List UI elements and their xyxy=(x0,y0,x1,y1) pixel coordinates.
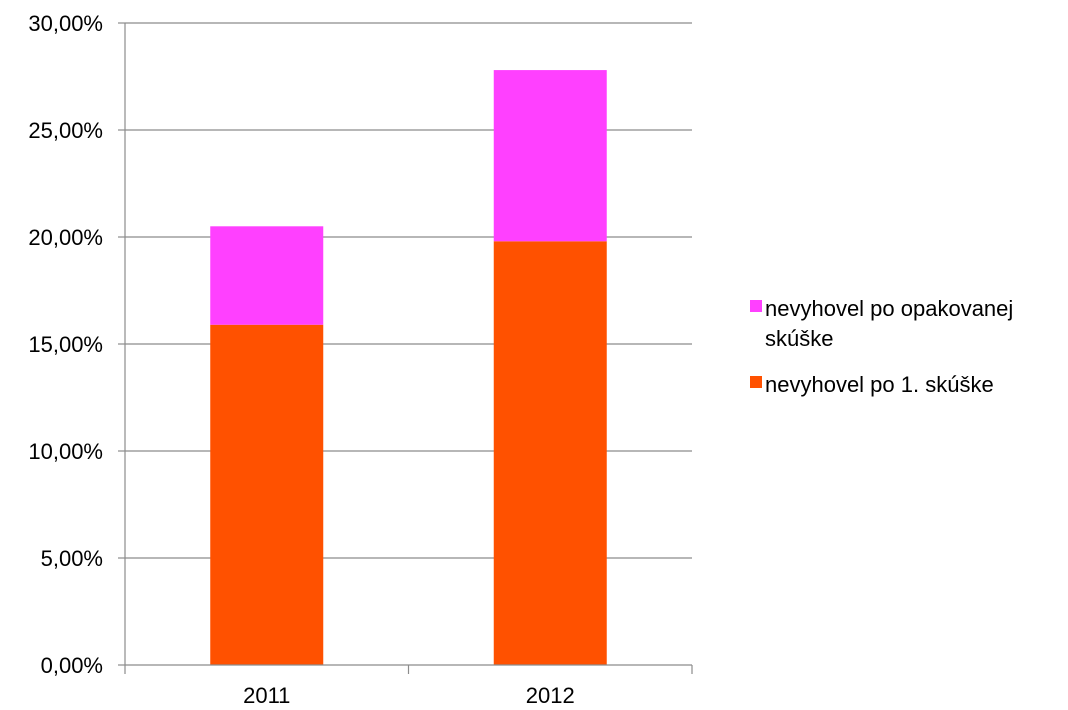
y-tick-label: 10,00% xyxy=(28,439,103,464)
legend-entry: nevyhovel po opakovanej skúške xyxy=(750,296,1013,351)
bar-segment-2012-series-1 xyxy=(493,241,607,665)
y-tick-label: 20,00% xyxy=(28,225,103,250)
legend-entry: nevyhovel po 1. skúške xyxy=(750,372,994,397)
bar-segment-2012-series-2 xyxy=(493,70,607,242)
legend-label: skúške xyxy=(765,326,833,351)
x-tick-label: 2011 xyxy=(243,683,290,708)
y-tick-label: 30,00% xyxy=(28,11,103,36)
y-tick-label: 0,00% xyxy=(41,653,103,678)
legend-label: nevyhovel po opakovanej xyxy=(765,296,1013,321)
bar-segment-2011-series-2 xyxy=(210,226,324,325)
y-tick-label: 5,00% xyxy=(41,546,103,571)
bars xyxy=(210,70,607,665)
axes: 0,00% 5,00% 10,00% 15,00% 20,00% 25,00% 30,00%… xyxy=(28,11,693,708)
y-tick-label: 15,00% xyxy=(28,332,103,357)
gridlines xyxy=(125,22,692,559)
legend-swatch xyxy=(750,376,762,388)
bar-segment-2011-series-1 xyxy=(210,324,324,665)
x-tick-label: 2012 xyxy=(526,683,575,708)
legend-label: nevyhovel po 1. skúške xyxy=(765,372,994,397)
legend-swatch xyxy=(750,300,762,312)
y-tick-label: 25,00% xyxy=(28,118,103,143)
